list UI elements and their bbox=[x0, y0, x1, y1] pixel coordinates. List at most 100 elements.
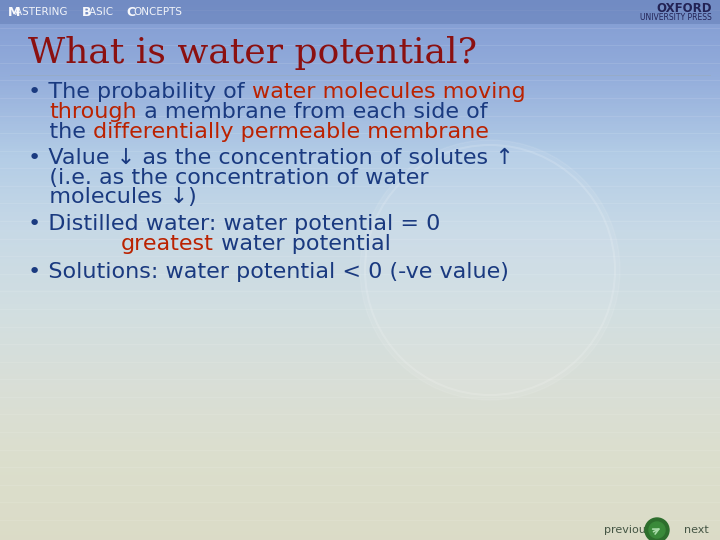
Bar bbox=[0, 77, 720, 79]
Text: a membrane from each side of: a membrane from each side of bbox=[137, 102, 487, 122]
Bar bbox=[0, 42, 720, 43]
Bar bbox=[0, 421, 720, 423]
Bar bbox=[0, 358, 720, 360]
Bar bbox=[0, 308, 720, 309]
Bar bbox=[0, 491, 720, 493]
Bar bbox=[0, 198, 720, 200]
Bar bbox=[0, 501, 720, 502]
Bar bbox=[0, 315, 720, 317]
Bar bbox=[0, 335, 720, 336]
Text: ONCEPTS: ONCEPTS bbox=[133, 7, 182, 17]
Bar bbox=[0, 45, 720, 47]
Bar bbox=[0, 317, 720, 319]
Bar bbox=[0, 436, 720, 437]
Bar bbox=[0, 410, 720, 412]
Bar bbox=[0, 363, 720, 366]
Bar bbox=[0, 29, 720, 31]
Bar bbox=[0, 218, 720, 220]
Bar bbox=[0, 416, 720, 417]
Bar bbox=[0, 92, 720, 93]
Bar bbox=[0, 279, 720, 281]
Bar bbox=[0, 401, 720, 403]
Bar bbox=[0, 238, 720, 239]
Text: • Distilled water: water potential = 0: • Distilled water: water potential = 0 bbox=[28, 214, 441, 234]
Bar bbox=[0, 16, 720, 18]
Bar bbox=[0, 351, 720, 353]
Bar bbox=[0, 282, 720, 285]
Circle shape bbox=[360, 140, 620, 400]
Bar bbox=[0, 497, 720, 498]
Bar bbox=[0, 27, 720, 29]
Bar bbox=[0, 434, 720, 436]
Bar bbox=[0, 151, 720, 153]
Bar bbox=[0, 243, 720, 245]
Bar bbox=[0, 536, 720, 538]
Bar bbox=[0, 54, 720, 56]
Bar bbox=[0, 74, 720, 76]
Bar bbox=[0, 11, 720, 12]
Bar bbox=[0, 43, 720, 45]
Bar bbox=[0, 320, 720, 322]
Bar bbox=[0, 355, 720, 356]
Bar bbox=[0, 228, 720, 231]
Bar bbox=[0, 4, 720, 5]
Bar bbox=[0, 196, 720, 198]
Bar bbox=[0, 342, 720, 344]
Bar bbox=[0, 144, 720, 146]
Bar bbox=[0, 140, 720, 142]
Bar bbox=[0, 126, 720, 128]
Bar bbox=[0, 104, 720, 106]
Bar bbox=[0, 106, 720, 108]
Bar bbox=[0, 133, 720, 135]
Bar bbox=[0, 112, 720, 113]
Bar bbox=[0, 124, 720, 126]
Bar bbox=[0, 113, 720, 115]
Bar bbox=[0, 477, 720, 479]
Bar bbox=[0, 167, 720, 169]
Bar bbox=[0, 376, 720, 378]
Bar bbox=[0, 378, 720, 380]
Bar bbox=[0, 70, 720, 72]
Bar bbox=[0, 400, 720, 401]
Bar bbox=[0, 322, 720, 324]
Bar bbox=[0, 142, 720, 144]
Bar bbox=[0, 157, 720, 158]
Bar bbox=[0, 250, 720, 252]
Bar bbox=[0, 409, 720, 410]
Bar bbox=[0, 309, 720, 312]
Bar bbox=[0, 362, 720, 363]
Bar bbox=[0, 131, 720, 133]
Bar bbox=[0, 18, 720, 20]
Bar bbox=[0, 255, 720, 258]
Bar bbox=[0, 76, 720, 77]
Bar bbox=[0, 101, 720, 103]
Bar bbox=[0, 331, 720, 333]
Bar bbox=[0, 339, 720, 340]
Bar bbox=[0, 281, 720, 282]
Bar bbox=[0, 211, 720, 212]
Bar bbox=[0, 268, 720, 270]
Bar bbox=[0, 508, 720, 509]
Bar bbox=[0, 23, 720, 25]
Bar bbox=[0, 285, 720, 286]
Bar bbox=[0, 312, 720, 313]
Bar bbox=[0, 139, 720, 140]
Bar bbox=[0, 223, 720, 225]
Bar bbox=[0, 448, 720, 450]
Bar bbox=[0, 171, 720, 173]
Bar bbox=[0, 525, 720, 528]
Text: greatest: greatest bbox=[121, 234, 214, 254]
Bar bbox=[0, 231, 720, 232]
Bar bbox=[0, 25, 720, 27]
Bar bbox=[0, 333, 720, 335]
Text: • Solutions: water potential < 0 (-ve value): • Solutions: water potential < 0 (-ve va… bbox=[28, 262, 509, 282]
Bar bbox=[0, 517, 720, 518]
Bar bbox=[0, 31, 720, 32]
Text: What is water potential?: What is water potential? bbox=[28, 36, 477, 70]
Bar bbox=[0, 428, 720, 430]
Bar bbox=[0, 174, 720, 177]
Bar bbox=[0, 387, 720, 389]
Bar bbox=[0, 356, 720, 358]
Bar bbox=[0, 66, 720, 69]
Bar bbox=[0, 396, 720, 398]
